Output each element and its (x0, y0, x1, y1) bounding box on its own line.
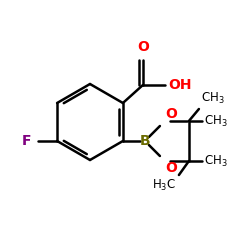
Text: H$_3$C: H$_3$C (152, 178, 176, 193)
Text: B: B (140, 134, 150, 148)
Text: O: O (165, 161, 177, 175)
Text: O: O (137, 40, 149, 54)
Text: F: F (22, 134, 31, 148)
Text: CH$_3$: CH$_3$ (204, 114, 228, 128)
Text: CH$_3$: CH$_3$ (204, 154, 228, 168)
Text: O: O (165, 107, 177, 121)
Text: OH: OH (168, 78, 192, 92)
Text: CH$_3$: CH$_3$ (201, 91, 224, 106)
